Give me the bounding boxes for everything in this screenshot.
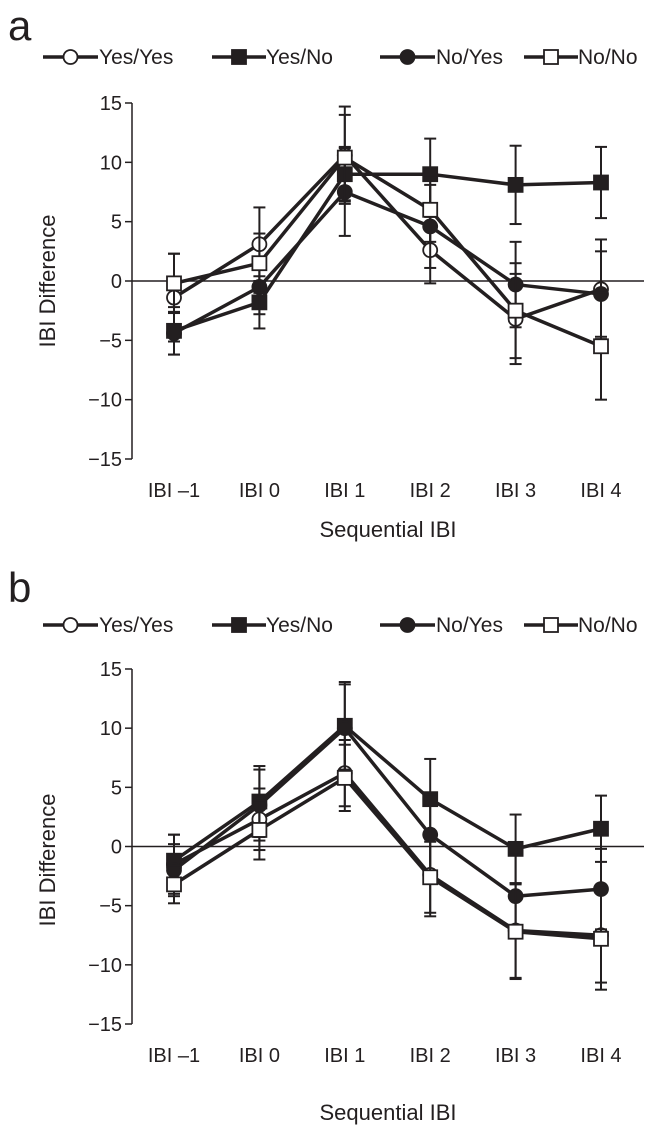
legend-entry: No/No (524, 46, 638, 69)
data-point (336, 769, 353, 786)
data-point (422, 201, 439, 218)
legend-entry: No/Yes (380, 614, 503, 637)
y-tick-label: −5 (99, 896, 122, 918)
y-tick-label: 0 (111, 837, 122, 859)
series (166, 147, 609, 356)
y-tick-label: 10 (100, 718, 122, 740)
legend-entry: Yes/No (212, 46, 333, 69)
y-tick-label: −5 (99, 330, 122, 352)
series-line (173, 776, 602, 941)
data-point (593, 930, 609, 947)
axes: 15 10 5 0 −5 −10 −15 IBI –1 IBI 0 IBI 1 IBI 2 IBI 3… (88, 659, 644, 1067)
series (166, 113, 609, 401)
legend-entry: No/Yes (380, 46, 503, 69)
legend-entry: No/No (524, 614, 638, 637)
x-tick-label: IBI 2 (410, 1045, 451, 1067)
x-axis-title: Sequential IBI (320, 517, 457, 542)
x-tick-label: IBI 3 (495, 1045, 536, 1067)
legend-label: Yes/No (266, 46, 333, 69)
legend-label: No/No (578, 46, 638, 69)
x-tick-label: IBI 3 (495, 480, 536, 502)
series-line (173, 724, 602, 863)
data-point (593, 174, 609, 191)
data-point (166, 876, 182, 893)
y-tick-label: 5 (111, 777, 122, 799)
y-tick-label: 15 (100, 659, 122, 681)
series-line (173, 172, 602, 333)
series-group (166, 105, 609, 401)
legend-entry: Yes/No (212, 614, 333, 637)
data-point (422, 826, 439, 843)
data-point (251, 822, 268, 838)
legend-label: No/Yes (436, 46, 503, 69)
x-tick-label: IBI –1 (148, 480, 200, 502)
x-tick-label: IBI 1 (324, 480, 365, 502)
series (166, 739, 609, 984)
legend-marker (231, 617, 247, 633)
panel-a: a Yes/Yes Yes/No No/Yes No/No 15 10 5 0 −5 −10 −1… (8, 2, 644, 542)
legend-marker (399, 617, 416, 633)
legend: Yes/Yes Yes/No No/Yes No/No (43, 614, 638, 637)
data-point (507, 176, 524, 193)
y-tick-label: −15 (88, 449, 122, 471)
y-tick-label: 5 (111, 212, 122, 234)
legend-marker (62, 617, 79, 633)
y-tick-label: 0 (111, 271, 122, 293)
series-line (173, 155, 602, 348)
panel-b: b Yes/Yes Yes/No No/Yes No/No 15 10 5 0 −5 −10 −1… (8, 564, 644, 1125)
axes: 15 10 5 0 −5 −10 −15 IBI –1 IBI 0 IBI 1 IBI 2 IBI 3… (88, 93, 644, 502)
data-point (507, 840, 524, 857)
series (166, 743, 609, 991)
x-tick-label: IBI 4 (580, 1045, 621, 1067)
legend-entry: Yes/Yes (43, 614, 173, 637)
x-tick-label: IBI 0 (239, 1045, 280, 1067)
x-tick-label: IBI 2 (410, 480, 451, 502)
y-axis-title: IBI Difference (35, 215, 60, 348)
x-tick-label: IBI –1 (148, 1045, 200, 1067)
y-tick-label: −15 (88, 1014, 122, 1036)
data-point (166, 275, 182, 292)
legend-label: No/No (578, 614, 638, 637)
data-point (593, 820, 609, 837)
legend-marker (543, 617, 559, 633)
legend-label: No/Yes (436, 614, 503, 637)
panel-letter: b (8, 564, 31, 611)
series-line (173, 153, 602, 321)
series (166, 681, 609, 888)
data-point (507, 302, 524, 319)
y-tick-label: −10 (88, 390, 122, 412)
x-tick-label: IBI 0 (239, 480, 280, 502)
y-axis-title: IBI Difference (35, 794, 60, 927)
data-point (336, 149, 353, 166)
legend-marker (543, 49, 559, 65)
data-point (336, 720, 353, 737)
y-tick-label: 15 (100, 93, 122, 115)
series-line (172, 726, 602, 898)
legend-entry: Yes/Yes (43, 46, 173, 69)
data-point (422, 869, 439, 886)
legend-label: Yes/Yes (99, 614, 173, 637)
y-tick-label: −10 (88, 955, 122, 977)
legend-marker (399, 49, 416, 65)
x-tick-label: IBI 4 (580, 480, 621, 502)
legend: Yes/Yes Yes/No No/Yes No/No (43, 46, 638, 69)
data-point (593, 338, 609, 355)
data-point (166, 325, 182, 342)
legend-marker (62, 49, 79, 65)
x-axis-title: Sequential IBI (320, 1100, 457, 1125)
data-point (251, 255, 268, 272)
series-line (173, 190, 602, 335)
panel-letter: a (8, 2, 32, 49)
series (166, 105, 609, 366)
series-line (173, 771, 602, 937)
data-point (507, 923, 524, 940)
y-tick-label: 10 (100, 152, 122, 174)
legend-label: Yes/Yes (99, 46, 173, 69)
series-group (166, 681, 609, 991)
legend-label: Yes/No (266, 614, 333, 637)
x-tick-label: IBI 1 (324, 1045, 365, 1067)
legend-marker (231, 49, 247, 65)
series (166, 683, 609, 939)
